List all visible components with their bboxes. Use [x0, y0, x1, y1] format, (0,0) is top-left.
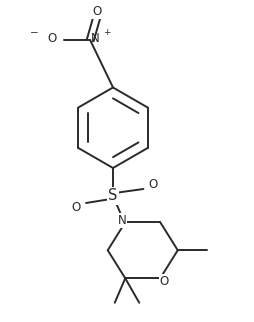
Text: N: N: [118, 214, 127, 227]
Text: O: O: [93, 5, 102, 18]
Text: O: O: [71, 201, 80, 214]
Text: S: S: [108, 188, 118, 204]
Text: N: N: [91, 32, 100, 45]
Text: −: −: [30, 28, 39, 38]
Text: O: O: [149, 178, 158, 191]
Text: +: +: [103, 28, 111, 37]
Text: O: O: [47, 32, 56, 45]
Text: O: O: [160, 275, 169, 288]
